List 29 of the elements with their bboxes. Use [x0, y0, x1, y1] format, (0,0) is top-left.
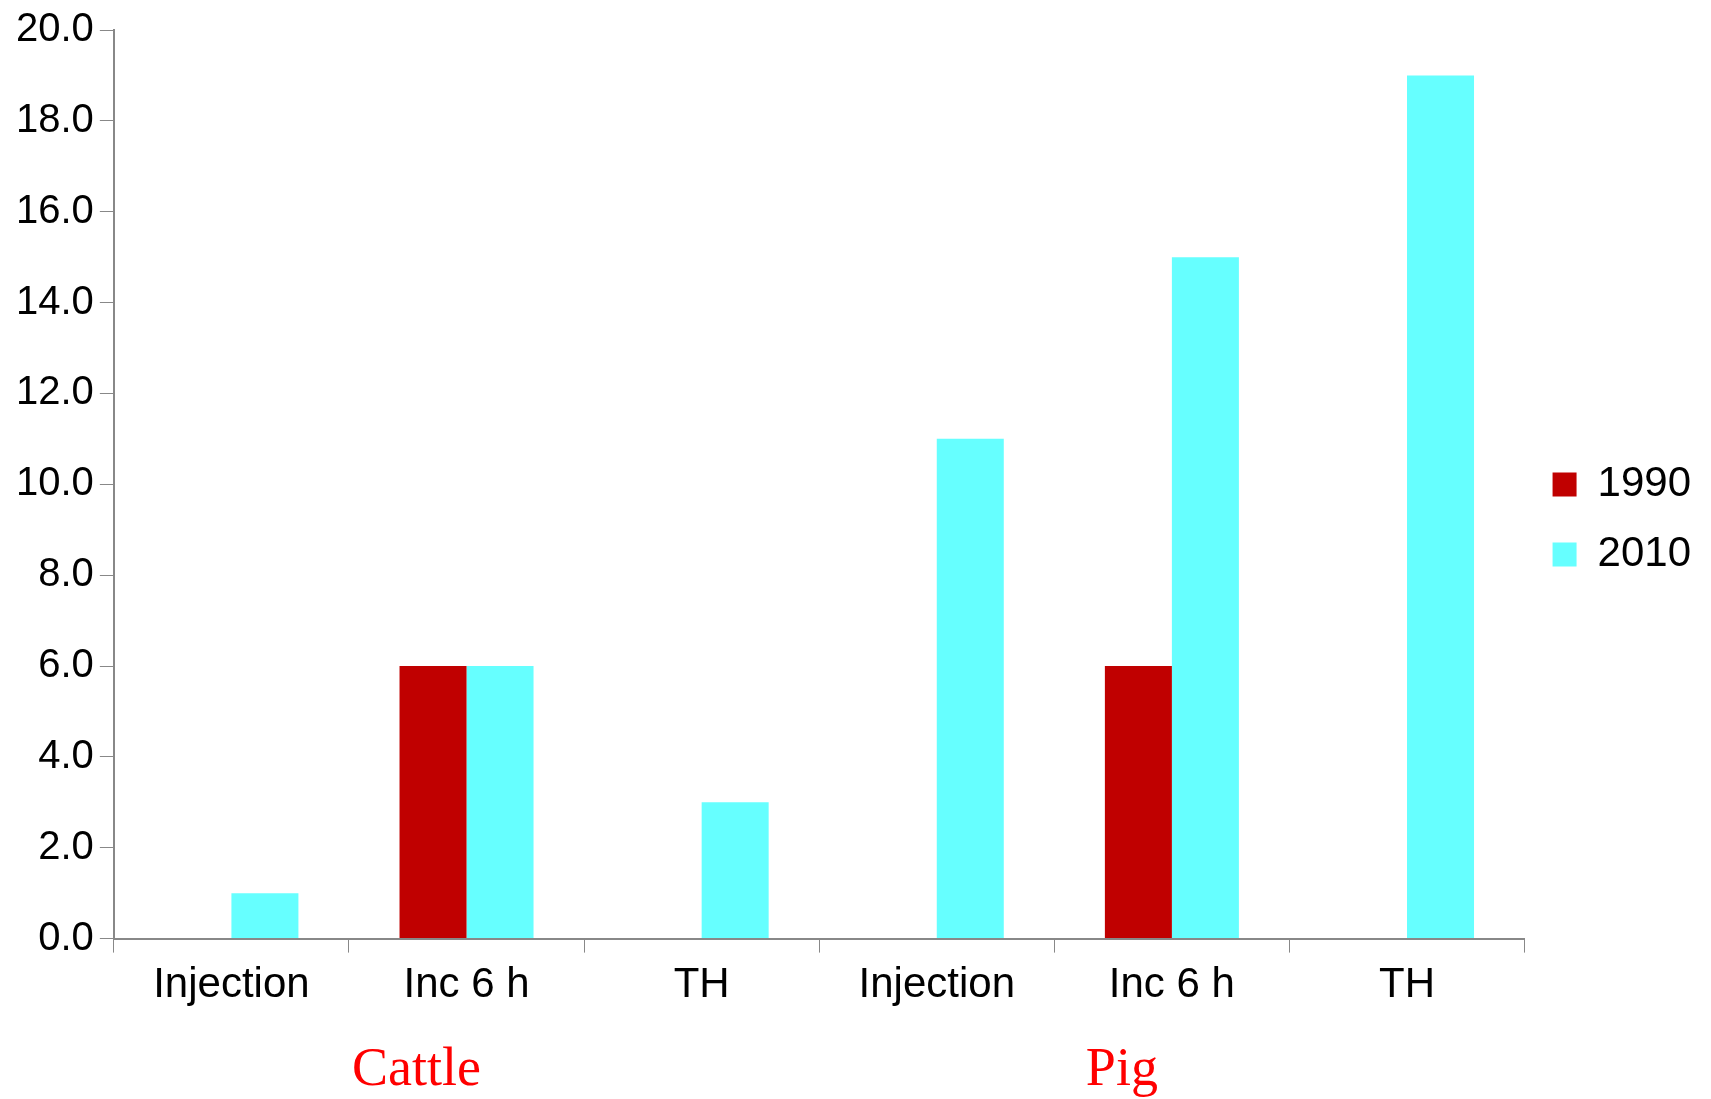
x-tick-label: Injection: [858, 959, 1015, 1007]
y-tick-label: 18.0: [15, 95, 94, 140]
bar: [399, 666, 467, 939]
bar: [1407, 75, 1475, 939]
x-tick-label: Inc 6 h: [403, 959, 530, 1007]
y-tick-label: 0.0: [38, 913, 94, 958]
y-tick-label: 10.0: [15, 459, 94, 504]
x-tick-label: Inc 6 h: [1108, 959, 1235, 1007]
y-tick-label: 12.0: [15, 368, 94, 413]
text: Cattle: [352, 1037, 482, 1097]
bar: [466, 666, 534, 939]
y-tick-label: 16.0: [15, 186, 94, 231]
legend-label: 1990: [1597, 458, 1691, 506]
y-tick-label: 20.0: [15, 5, 94, 50]
y-tick-label: 8.0: [38, 550, 94, 595]
bar: [936, 438, 1004, 939]
bar: [231, 893, 299, 939]
text: Pig: [1085, 1037, 1158, 1097]
x-tick-label: TH: [673, 959, 730, 1007]
y-tick-label: 6.0: [38, 641, 94, 686]
legend-label: 2010: [1597, 528, 1691, 576]
bar: [1104, 666, 1172, 939]
x-tick-label: Injection: [153, 959, 310, 1007]
bar: [701, 802, 769, 939]
bar: [1171, 257, 1239, 939]
x-tick-label: TH: [1379, 959, 1436, 1007]
y-tick-label: 14.0: [15, 277, 94, 322]
y-tick-label: 4.0: [38, 731, 94, 776]
y-tick-label: 2.0: [38, 822, 94, 867]
